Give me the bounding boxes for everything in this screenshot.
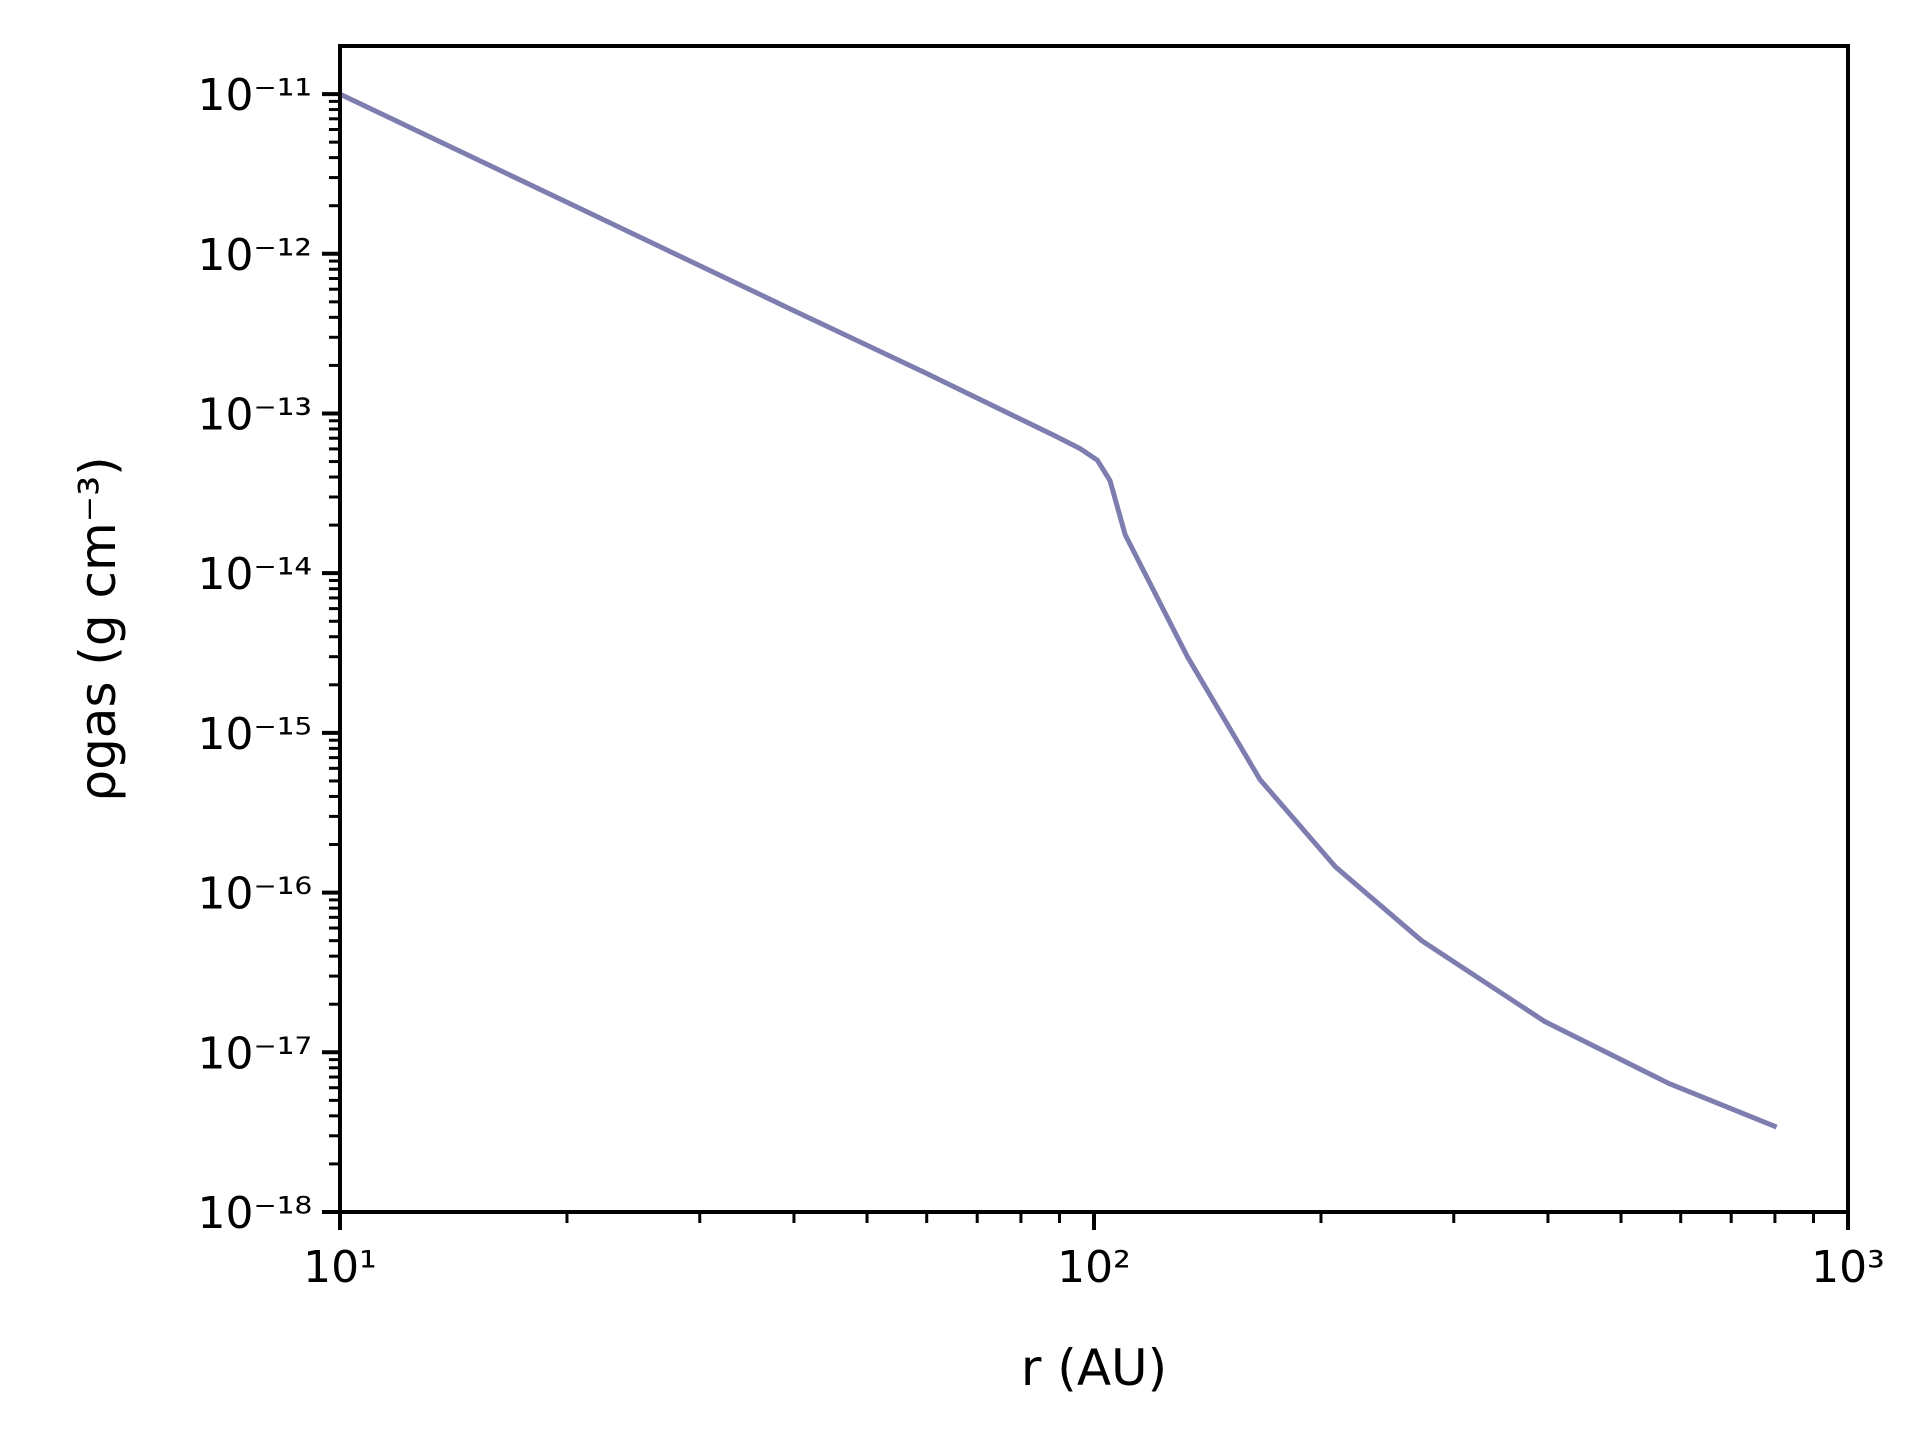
y-tick-label: 10⁻¹² xyxy=(198,230,313,281)
x-tick-label: 10² xyxy=(1057,1242,1131,1293)
plot-frame xyxy=(338,44,1850,1214)
y-tick-label: 10⁻¹⁴ xyxy=(198,549,313,600)
data-line xyxy=(338,91,1778,1130)
y-tick-label: 10⁻¹³ xyxy=(198,389,313,440)
y-tick-label: 10⁻¹⁸ xyxy=(198,1188,313,1239)
y-tick-label: 10⁻¹¹ xyxy=(198,70,313,121)
y-axis-label: ρgas (g cm⁻³) xyxy=(69,456,127,801)
y-tick-label: 10⁻¹⁷ xyxy=(198,1028,313,1079)
x-axis-label: r (AU) xyxy=(1021,1339,1167,1397)
y-tick-label: 10⁻¹⁶ xyxy=(198,869,313,920)
x-tick-label: 10¹ xyxy=(303,1242,377,1293)
y-tick-label: 10⁻¹⁵ xyxy=(198,709,313,760)
x-tick-label: 10³ xyxy=(1811,1242,1885,1293)
